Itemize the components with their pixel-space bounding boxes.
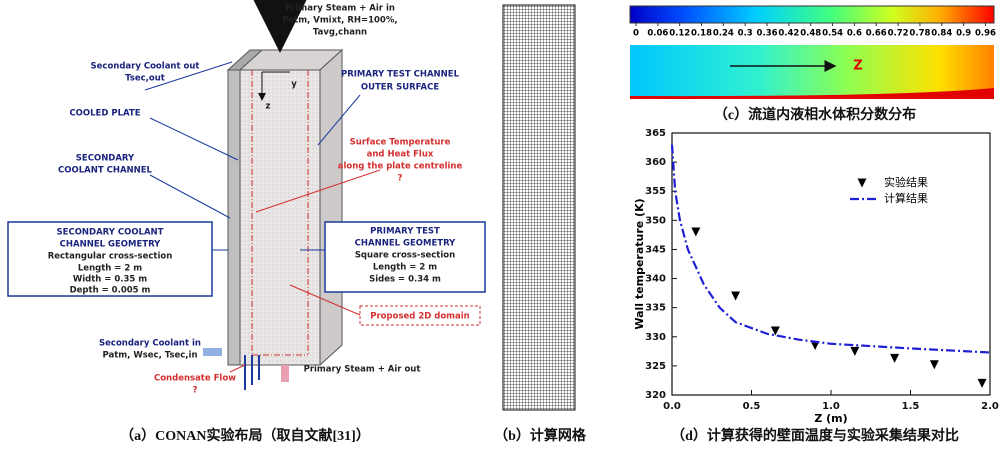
tick-label: 0.48 (800, 29, 821, 39)
x-tick-label: 0.5 (743, 401, 761, 412)
label: COOLANT CHANNEL (58, 166, 153, 176)
y-tick-label: 350 (645, 215, 666, 226)
legend-marker (858, 179, 867, 188)
figure: Primary Steam + Air in Patm, Vmixt, RH=10… (0, 0, 1006, 449)
marker (691, 227, 700, 236)
label: z (266, 102, 271, 112)
legend-label: 实验结果 (884, 175, 928, 189)
tick-label: 0.66 (866, 29, 887, 39)
x-tick-label: 1.0 (822, 401, 840, 412)
marker (890, 354, 899, 363)
label: Tsec,out (125, 74, 165, 84)
label: SECONDARY COOLANT (57, 228, 164, 238)
x-axis-label: Z (m) (814, 412, 847, 425)
label: Length = 2 m (373, 263, 437, 273)
legend-label: 计算结果 (884, 191, 928, 205)
label: ? (193, 386, 198, 396)
label: Square cross-section (355, 251, 455, 261)
plot-frame (672, 133, 990, 395)
tick-label: 0.18 (691, 29, 712, 39)
label: Primary Steam + Air out (304, 365, 421, 375)
y-tick-label: 365 (645, 128, 666, 139)
label: y (291, 80, 297, 90)
field (630, 45, 994, 99)
tick-label: 0.84 (931, 29, 952, 39)
tick-label: 0.72 (888, 29, 909, 39)
label: Surface Temperature (350, 138, 451, 148)
x-tick-label: 2.0 (981, 401, 999, 412)
tick-label: 0.36 (757, 29, 778, 39)
label: Tavg,chann (313, 28, 367, 38)
y-tick-label: 330 (645, 332, 666, 343)
label: Secondary Coolant in (99, 339, 201, 349)
label: SECONDARY (76, 154, 135, 164)
tick-label: 0.12 (669, 29, 690, 39)
tick-label: 0.9 (956, 29, 971, 39)
marker (930, 360, 939, 369)
marker (731, 292, 740, 301)
label: and Heat Flux (367, 150, 434, 160)
label: Condensate Flow (154, 374, 236, 384)
label: Length = 2 m (78, 264, 142, 274)
tick-label: 0.06 (647, 29, 668, 39)
x-tick-label: 0.0 (663, 401, 681, 412)
label: Patm, Wsec, Tsec,in (103, 351, 198, 361)
y-tick-label: 355 (645, 186, 666, 197)
label: CHANNEL GEOMETRY (355, 239, 456, 249)
caption: （c）流道内液相水体积分数分布 (714, 106, 916, 123)
label: Sides = 0.34 m (369, 275, 441, 285)
y-axis-label: Wall temperature (K) (633, 198, 646, 329)
label: Width = 0.35 m (73, 275, 147, 285)
field-label: Z (853, 59, 862, 74)
label: Depth = 0.005 m (70, 286, 151, 296)
label: PRIMARY TEST CHANNEL (341, 70, 460, 80)
tick-label: 0.3 (738, 29, 753, 39)
line (672, 145, 990, 353)
y-tick-label: 320 (645, 390, 666, 401)
y-tick-label: 345 (645, 244, 666, 255)
y-tick-label: 325 (645, 361, 666, 372)
mesh (503, 5, 575, 410)
caption: （a）CONAN实验布局（取自文献[31]） (120, 427, 370, 444)
tick-label: 0.24 (713, 29, 734, 39)
tick-label: 0.42 (778, 29, 799, 39)
tick-label: 0.78 (909, 29, 930, 39)
x-tick-label: 1.5 (902, 401, 920, 412)
label: Secondary Coolant out (91, 62, 200, 72)
tick-label: 0.96 (975, 29, 996, 39)
label: ? (398, 174, 403, 184)
label: OUTER SURFACE (361, 83, 439, 93)
y-tick-label: 360 (645, 157, 666, 168)
label: Patm, Vmixt, RH=100%, (282, 16, 397, 26)
caption: （d）计算获得的壁面温度与实验采集结果对比 (671, 427, 959, 444)
label: Primary Steam + Air in (285, 4, 395, 14)
tick-label: 0.54 (822, 29, 843, 39)
label: Proposed 2D domain (370, 312, 469, 322)
caption: （b）计算网格 (494, 427, 587, 444)
colorbar (630, 6, 994, 23)
marker (978, 379, 987, 388)
marker (850, 347, 859, 356)
y-tick-label: 335 (645, 303, 666, 314)
label: PRIMARY TEST (370, 227, 440, 237)
label: Rectangular cross-section (48, 252, 173, 262)
page: {"panel_a":{"labels":["Primary Steam + A… (0, 0, 1006, 449)
tick-label: 0.6 (847, 29, 862, 39)
label: CHANNEL GEOMETRY (60, 240, 161, 250)
y-tick-label: 340 (645, 274, 666, 285)
label: COOLED PLATE (69, 109, 140, 119)
tick-label: 0 (633, 29, 639, 39)
label: along the plate centreline (338, 162, 463, 172)
